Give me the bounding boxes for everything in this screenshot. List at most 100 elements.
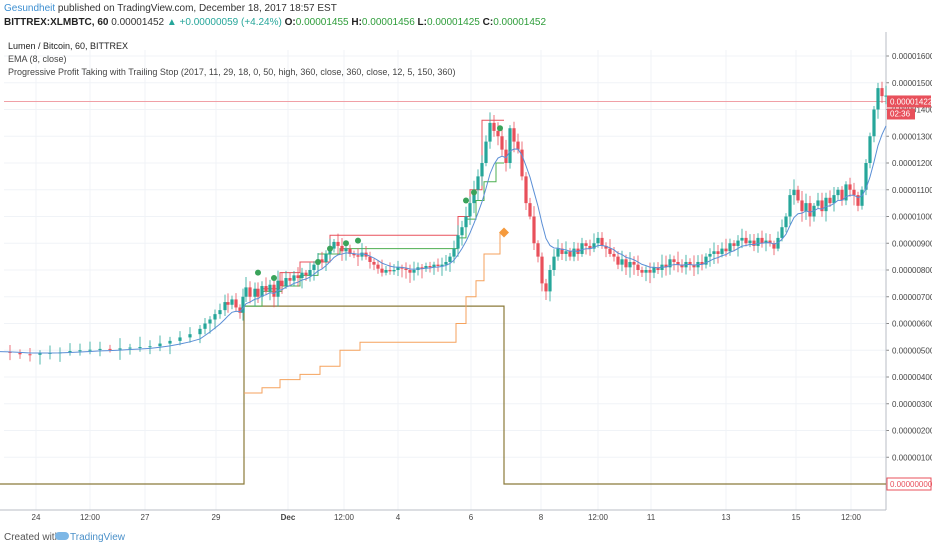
candle-body [844,184,848,201]
position-size-line [0,305,886,485]
candle-body [308,270,312,276]
position-value-badge [886,477,932,491]
author-link[interactable]: Gesundheit [4,3,56,14]
candle-body [568,251,572,257]
legend-ema: EMA (8, close) [8,54,67,64]
candle-body [640,270,644,273]
candle-body [648,270,652,273]
open-value: 0.00001455 [295,17,349,28]
legend-strategy: Progressive Profit Taking with Trailing … [8,67,456,77]
candle-body [260,286,264,297]
time-tick-label: 12:00 [80,513,101,522]
candle-body [808,203,812,217]
candle-body [860,189,864,206]
candle-body [412,270,416,273]
time-tick-label: 27 [141,513,150,522]
candle-body [572,248,576,257]
time-tick-label: 13 [722,513,731,522]
candle-body [728,243,732,252]
candle-body [772,243,776,249]
candle-body [320,259,324,262]
candle-body [400,267,404,269]
candle-body [824,197,828,212]
price-tick-label: 0.00000600 [892,320,932,329]
candle-body [720,248,724,254]
price-tick-label: 0.00000400 [892,373,932,382]
candle-body [520,149,524,177]
low-label: L: [417,17,427,28]
candle-body [28,354,32,356]
last-price-badge [887,95,931,108]
candle-body [708,253,712,257]
candle-body [540,256,544,284]
candle-body [352,253,356,256]
candle-body [832,195,836,204]
candle-body [108,348,112,350]
profit-take-marker [271,275,277,282]
candle-body [496,130,500,137]
candle-body [524,176,528,204]
candle-body [256,288,260,297]
tradingview-brand[interactable]: TradingView [70,532,126,543]
candle-body [268,284,272,292]
candle-body [148,346,152,348]
ohlc-line: BITTREX:XLMBTC, 60 0.00001452 ▲ +0.00000… [4,17,546,28]
countdown-badge [887,108,915,120]
time-tick-label: 4 [396,513,401,522]
chart-background [0,32,932,526]
profit-take-marker [355,237,361,244]
candle-body [508,128,512,163]
candle-body [360,252,364,257]
candle-body [672,259,676,262]
candle-body [512,128,516,142]
time-tick-label: 12:00 [841,513,862,522]
candle-body [712,251,716,254]
candle-body [444,261,448,265]
candle-body [18,352,22,355]
candle-body [234,299,238,308]
candle-body [128,347,132,349]
candle-body [856,195,860,206]
price-tick-label: 0.00001300 [892,132,932,141]
price-chart[interactable]: 0.000016000.000015000.000014000.00001300… [0,32,932,526]
candle-body [424,265,428,269]
candle-body [612,253,616,257]
candle-body [428,265,432,268]
candle-body [158,343,162,347]
ema-line [0,125,887,354]
candle-body [372,261,376,265]
candle-body [500,136,504,150]
profit-take-marker [471,189,477,196]
candle-body [792,189,796,196]
chart-area[interactable]: 0.000016000.000015000.000014000.00001300… [0,32,932,526]
price-tick-label: 0.00000700 [892,293,932,302]
candle-body [564,251,568,254]
price-tick-label: 0.00000200 [892,427,932,436]
candle-body [280,280,284,287]
candle-body [484,141,488,163]
candle-body [253,288,257,297]
candle-body [223,302,227,311]
candle-body [213,314,217,320]
candle-body [816,200,820,206]
candle-body [516,141,520,150]
candle-body [724,248,728,252]
candle-body [768,240,772,244]
candle-body [203,323,207,329]
candle-body [748,240,752,244]
candle-body [78,350,82,352]
candle-body [68,351,72,353]
candle-body [188,334,192,338]
candle-body [226,302,230,305]
candle-body [752,240,756,246]
candle-body [700,261,704,265]
close-label: C: [482,17,494,28]
candle-body [452,248,456,257]
low-value: 0.00001425 [427,17,480,28]
candle-body [796,189,800,201]
candle-body [776,237,780,249]
price-tick-label: 0.00001000 [892,213,932,222]
candle-body [276,280,280,297]
candle-body [704,256,708,265]
candle-body [348,248,352,254]
